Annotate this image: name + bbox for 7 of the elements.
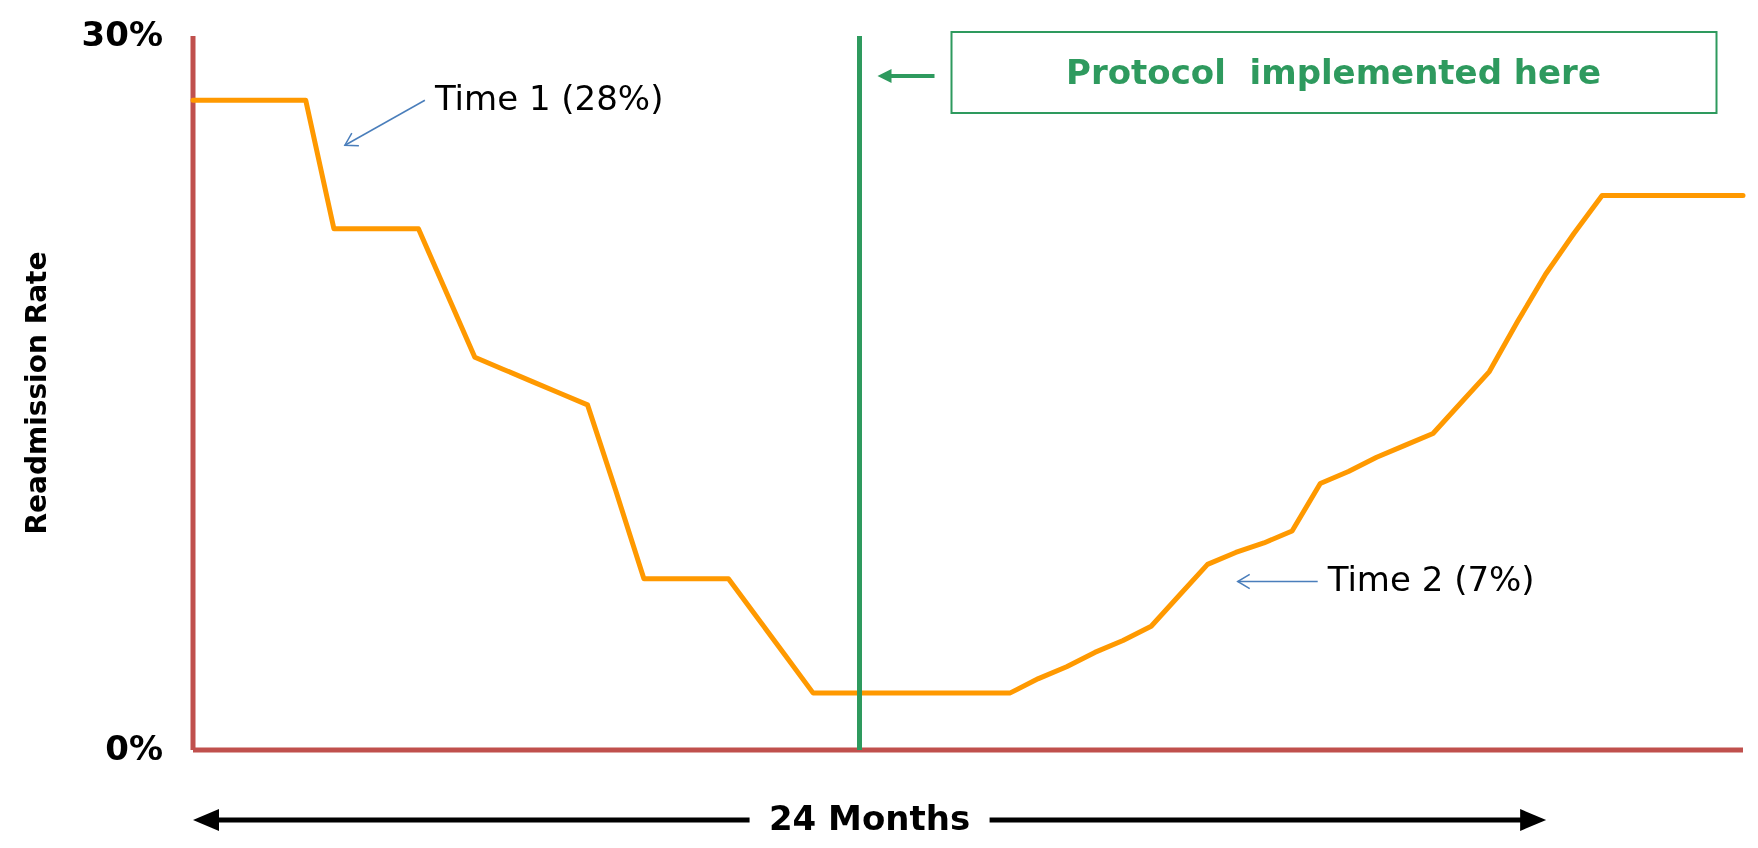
annotation: Time 1 (28%) [433, 77, 664, 118]
y-tick-label: 30% [81, 13, 163, 54]
annotation: Protocol implemented here [1066, 51, 1601, 92]
x-axis-title: 24 Months [768, 797, 971, 838]
y-tick-label: 0% [105, 727, 163, 768]
y-axis-title: Readmission Rate [20, 251, 53, 535]
annotation: Time 2 (7%) [1326, 559, 1535, 599]
